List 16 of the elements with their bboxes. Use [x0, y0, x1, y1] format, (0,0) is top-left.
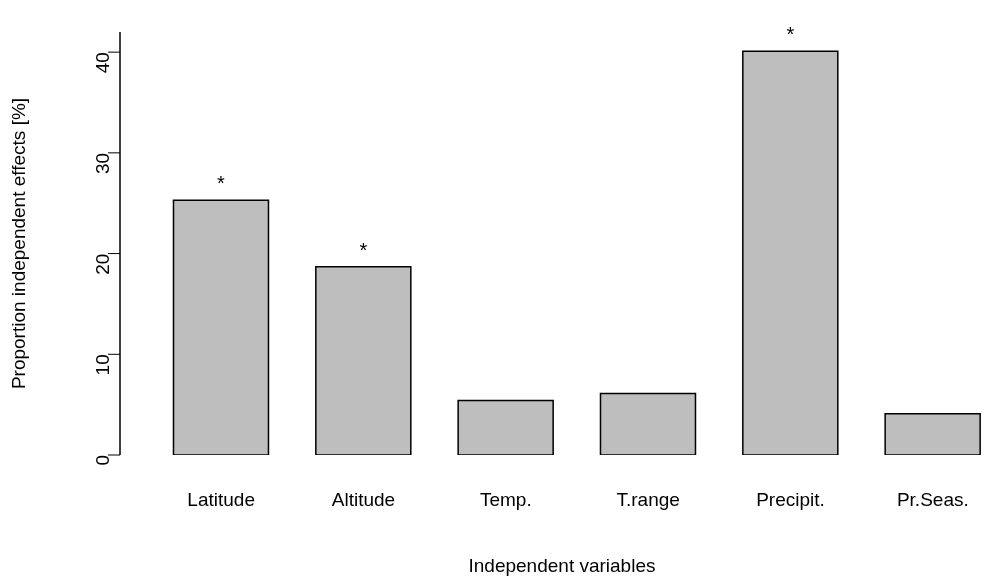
y-tick-label: 0 [91, 455, 113, 466]
x-tick-label: T.range [616, 489, 680, 511]
x-tick-label: Pr.Seas. [896, 489, 969, 511]
y-tick-label: 40 [91, 52, 113, 74]
y-tick-label: 30 [91, 152, 113, 174]
data-label: * [217, 172, 226, 195]
y-axis-title: Proportion independent effects [%] [7, 97, 29, 390]
data-label: * [786, 23, 795, 46]
y-tick-label: 20 [91, 253, 113, 275]
x-axis-title: Independent variables [468, 555, 656, 576]
y-tick-label: 10 [91, 354, 113, 376]
data-label: * [359, 238, 368, 261]
x-tick-label: Latitude [187, 489, 255, 511]
x-tick-label: Temp. [479, 489, 532, 511]
x-tick-label: Altitude [331, 489, 396, 511]
x-tick-label: Precipit. [756, 489, 825, 511]
